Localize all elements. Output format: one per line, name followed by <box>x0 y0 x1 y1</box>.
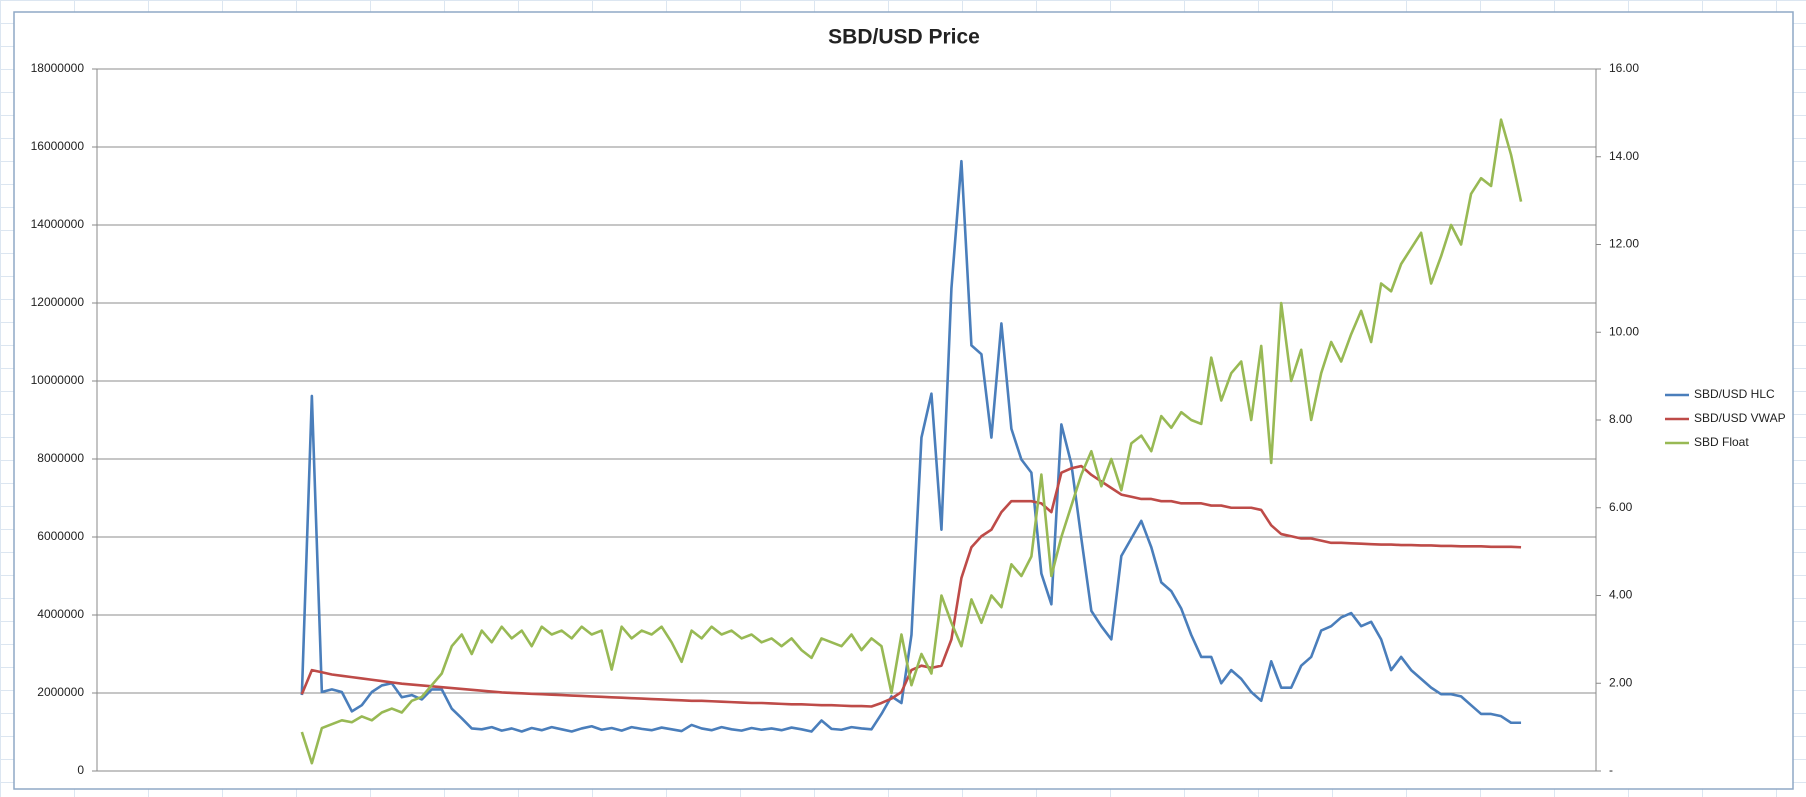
y-tick-label: 10000000 <box>31 373 85 387</box>
y2-tick-label: 10.00 <box>1609 324 1639 338</box>
y2-tick-label: 16.00 <box>1609 61 1639 75</box>
chart-frame <box>13 11 1794 790</box>
y2-tick-label: 12.00 <box>1609 237 1639 251</box>
y-tick-label: 4000000 <box>37 607 84 621</box>
y2-tick-label: 8.00 <box>1609 412 1633 426</box>
series-line <box>300 464 1522 708</box>
y-tick-label: 6000000 <box>37 529 84 543</box>
chart-title: SBD/USD Price <box>828 26 980 49</box>
y-tick-label: 8000000 <box>37 451 84 465</box>
y-tick-label: 18000000 <box>31 61 85 75</box>
y-tick-label: 14000000 <box>31 217 85 231</box>
y2-tick-label: 6.00 <box>1609 500 1633 514</box>
legend-label: SBD/USD VWAP <box>1694 411 1786 425</box>
y-tick-label: 16000000 <box>31 139 85 153</box>
legend-label: SBD Float <box>1694 435 1749 449</box>
y2-tick-label: 2.00 <box>1609 675 1633 689</box>
y2-tick-label: 4.00 <box>1609 588 1633 602</box>
y2-tick-label: - <box>1609 763 1613 777</box>
series-line <box>300 159 1522 733</box>
legend-label: SBD/USD HLC <box>1694 387 1775 401</box>
series-line <box>300 118 1523 765</box>
y-tick-label: 0 <box>77 763 84 777</box>
y2-tick-label: 14.00 <box>1609 149 1639 163</box>
y-tick-label: 2000000 <box>37 685 84 699</box>
y-tick-label: 12000000 <box>31 295 85 309</box>
